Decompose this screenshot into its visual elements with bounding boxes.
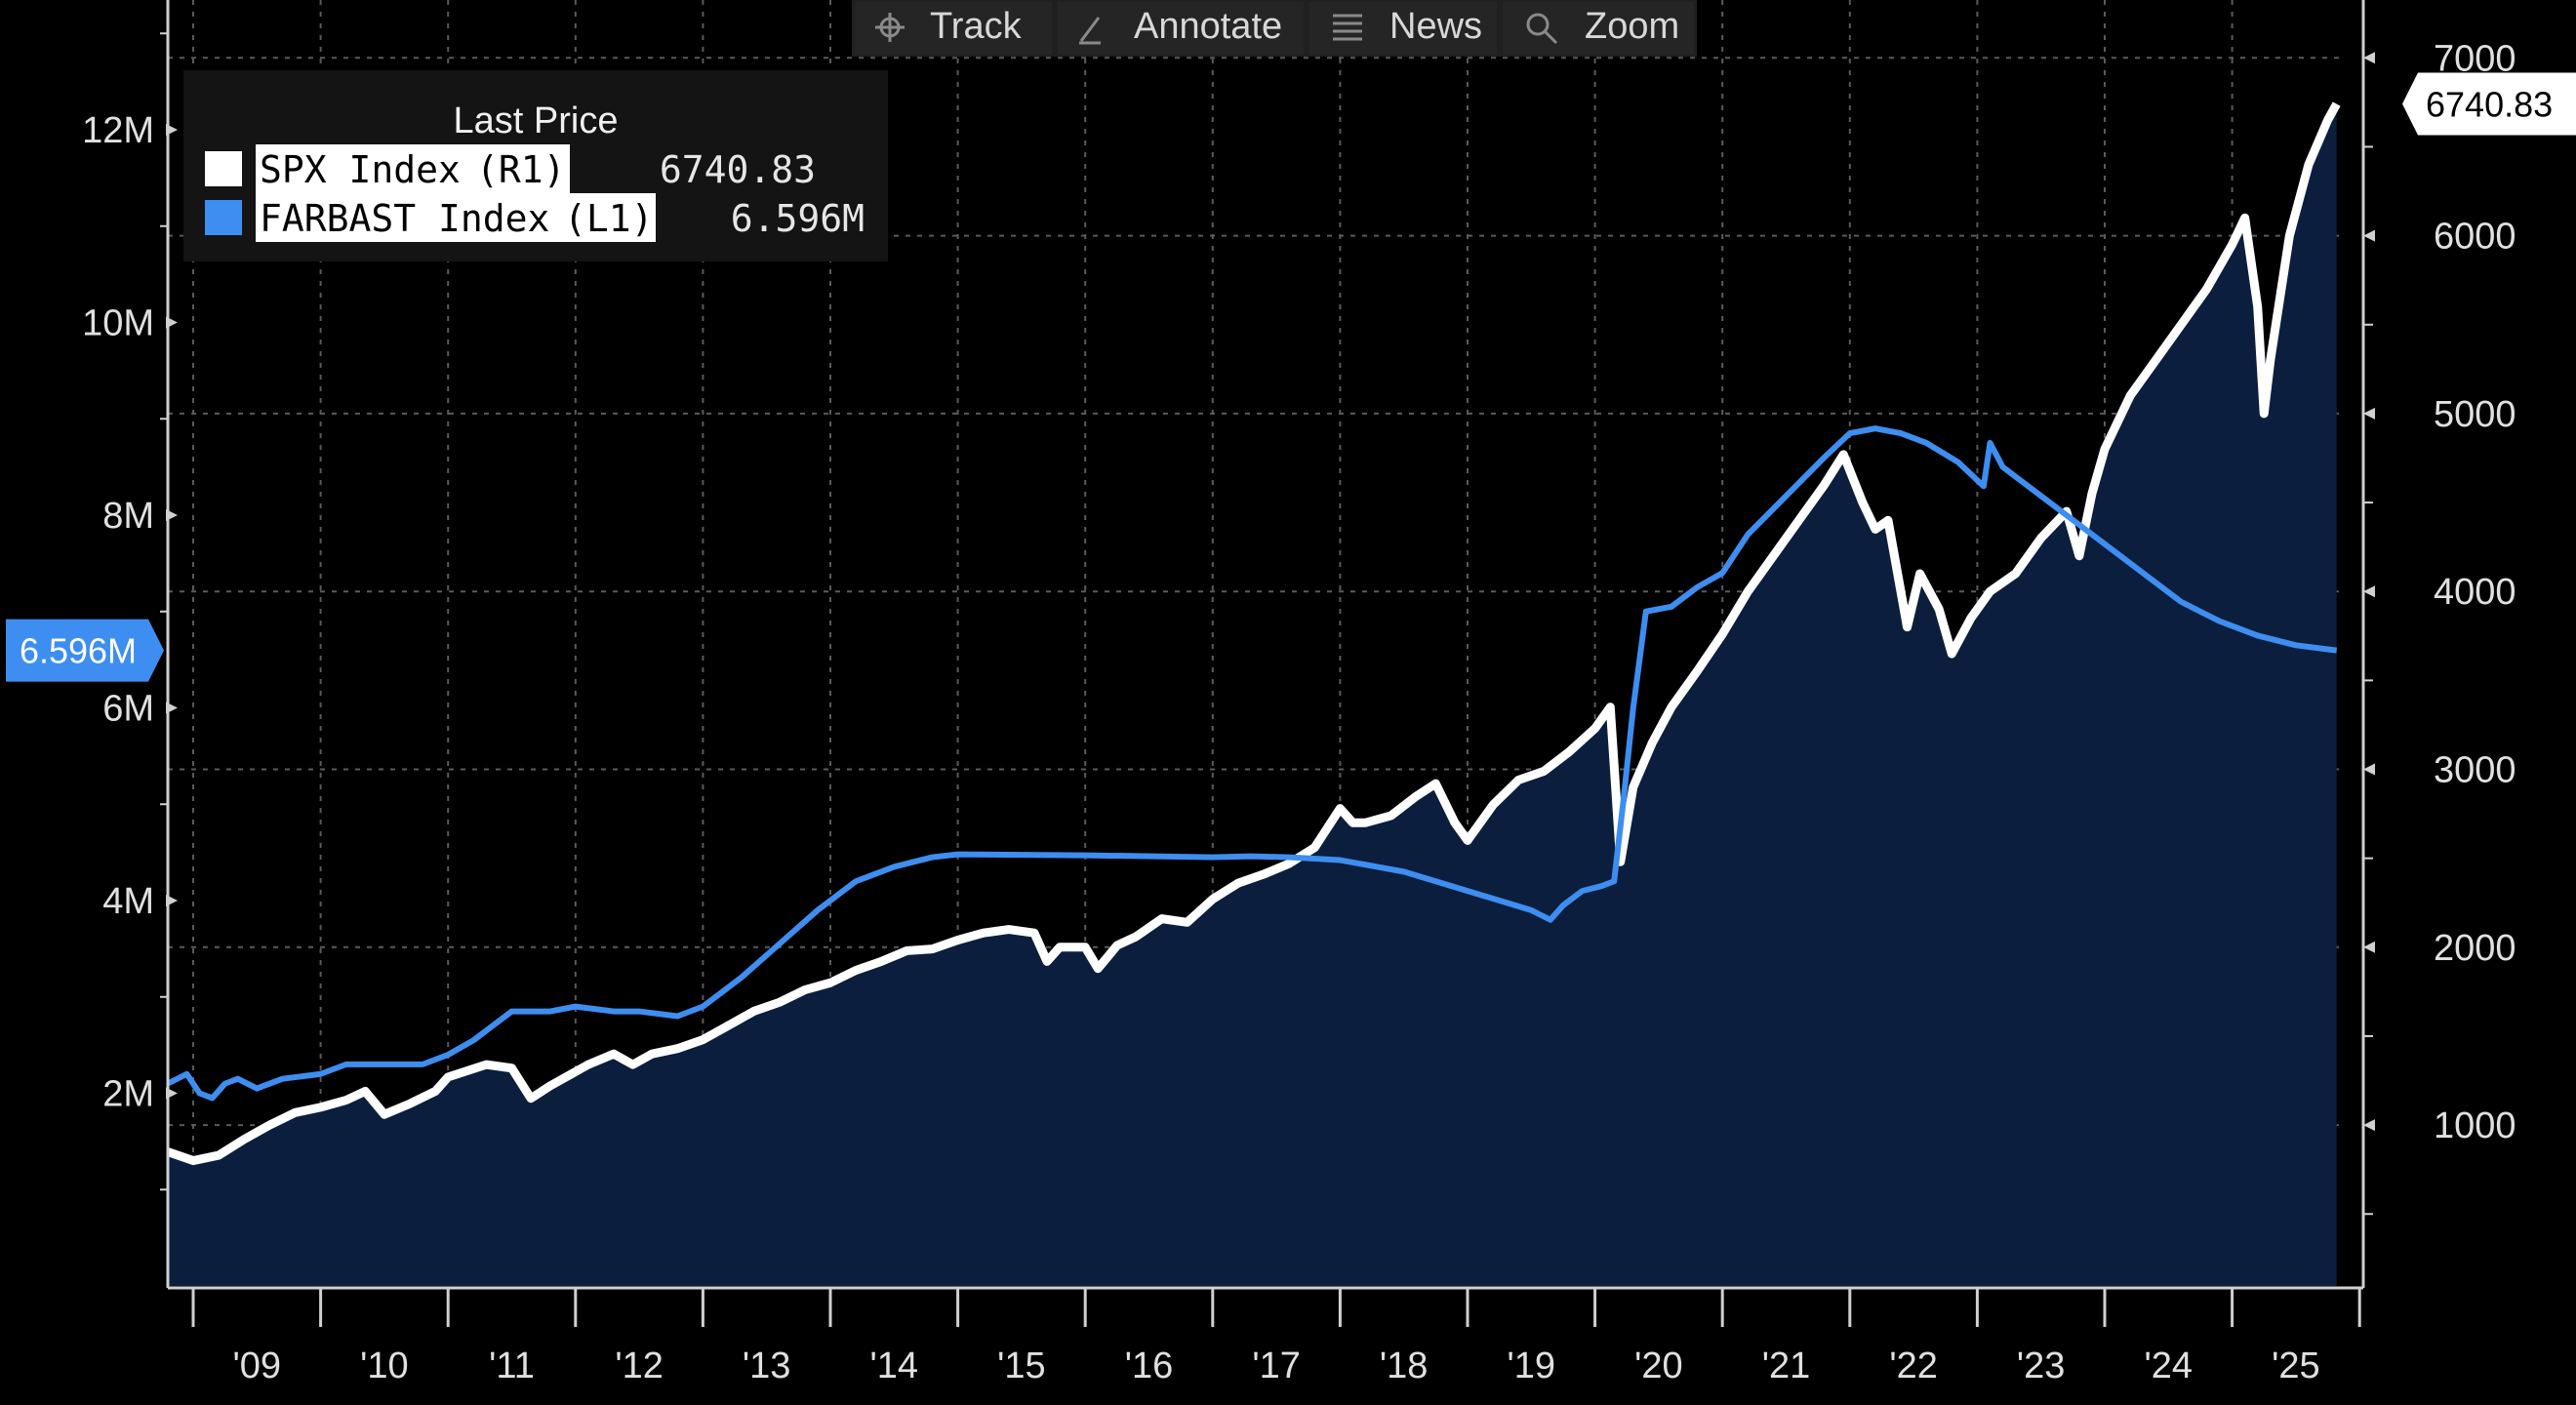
spx-area-fill xyxy=(167,103,2337,1287)
x-tick-label: '15 xyxy=(997,1345,1046,1386)
toolbar: Track Annotate News xyxy=(852,0,1697,57)
spx-series-line[interactable] xyxy=(166,101,2341,1166)
left-tick-label: 2M xyxy=(102,1074,154,1115)
x-tick-label: '12 xyxy=(615,1345,664,1386)
annotate-button-label: Annotate xyxy=(1134,6,1282,47)
left-tick-label: 12M xyxy=(82,110,154,151)
zoom-button[interactable]: Zoom xyxy=(1503,2,1694,55)
legend-axis-farbast: (L1) xyxy=(564,197,654,240)
x-tick-label: '21 xyxy=(1762,1345,1811,1386)
x-tick-label: '16 xyxy=(1125,1345,1174,1386)
left-tick-label: 4M xyxy=(102,881,154,922)
right-tick-label: 7000 xyxy=(2434,38,2516,79)
right-tick-label: 6000 xyxy=(2434,217,2516,258)
farbast-last-value-label: 6.596M xyxy=(20,631,137,671)
legend-swatch-farbast xyxy=(205,200,242,235)
x-tick-label: '09 xyxy=(233,1345,282,1386)
spx-last-value-tag-shape xyxy=(2402,72,2576,136)
left-tick-label: 6M xyxy=(102,689,154,730)
x-tick-label: '22 xyxy=(1889,1345,1938,1386)
right-tick-label: 2000 xyxy=(2434,928,2516,969)
news-icon xyxy=(1333,14,1362,41)
right-tick-label: 5000 xyxy=(2434,394,2516,435)
x-tick-label: '10 xyxy=(360,1345,409,1386)
left-tick-label: 8M xyxy=(102,496,154,537)
left-tick-mark xyxy=(166,1087,178,1100)
x-tick-label: '11 xyxy=(489,1345,535,1386)
annotate-button[interactable]: Annotate xyxy=(1058,2,1304,55)
right-tick-mark xyxy=(2363,763,2375,776)
legend-value-farbast: 6.596M xyxy=(731,197,865,240)
left-tick-mark xyxy=(166,895,178,906)
left-tick-mark xyxy=(166,316,178,329)
left-tick-mark xyxy=(166,509,178,521)
legend-label-spx: SPX Index xyxy=(260,148,461,191)
magnifier-icon xyxy=(1526,13,1558,45)
track-button[interactable]: Track xyxy=(855,2,1052,55)
legend-label-background-farbast xyxy=(256,193,656,242)
x-tick-label: '23 xyxy=(2017,1345,2066,1386)
right-tick-mark xyxy=(2363,407,2375,420)
right-tick-mark xyxy=(2363,585,2375,598)
legend-label-background-spx xyxy=(256,144,570,193)
pen-icon xyxy=(1079,17,1101,45)
news-button[interactable]: News xyxy=(1309,2,1497,55)
right-tick-label: 4000 xyxy=(2434,572,2516,613)
crosshair-icon xyxy=(875,13,905,42)
x-tick-label: '17 xyxy=(1252,1345,1301,1386)
right-tick-mark xyxy=(2363,52,2375,64)
x-tick-label: '14 xyxy=(870,1345,919,1386)
right-tick-label: 3000 xyxy=(2434,750,2516,791)
right-tick-mark xyxy=(2363,941,2375,953)
legend-swatch-spx xyxy=(205,151,242,186)
x-tick-label: '24 xyxy=(2145,1345,2194,1386)
zoom-button-label: Zoom xyxy=(1585,6,1679,47)
x-tick-label: '25 xyxy=(2272,1345,2320,1386)
right-tick-label: 1000 xyxy=(2434,1105,2516,1146)
farbast-last-value-tag-shape xyxy=(6,619,164,682)
spx-last-value-label: 6740.83 xyxy=(2426,85,2553,125)
x-tick-label: '18 xyxy=(1380,1345,1429,1386)
x-tick-label: '19 xyxy=(1508,1345,1556,1386)
left-tick-mark xyxy=(166,702,178,714)
x-tick-label: '13 xyxy=(743,1345,791,1386)
left-tick-label: 10M xyxy=(82,303,154,344)
x-tick-label: '20 xyxy=(1634,1345,1683,1386)
legend-title: Last Price xyxy=(454,100,619,141)
axes: 2M 4M 6M 8M 10M 12M 1000 2000 3000 4000 5000 6000 70… xyxy=(82,0,2516,1386)
legend-item-spx[interactable]: SPX Index (R1) 6740.83 xyxy=(205,144,816,193)
track-button-label: Track xyxy=(930,6,1023,47)
farbast-last-value-tag: 6.596M xyxy=(6,619,164,682)
legend-value-spx: 6740.83 xyxy=(660,148,816,191)
left-tick-mark xyxy=(166,124,178,136)
legend-label-farbast: FARBAST Index xyxy=(260,197,549,240)
right-tick-mark xyxy=(2363,229,2375,242)
legend: Last Price SPX Index (R1) 6740.83 FARBAS… xyxy=(183,70,888,261)
spx-last-value-tag: 6740.83 xyxy=(2402,72,2576,136)
legend-axis-spx: (R1) xyxy=(476,148,566,191)
right-tick-mark xyxy=(2363,1119,2375,1132)
farbast-series-line[interactable] xyxy=(166,425,2338,1102)
news-button-label: News xyxy=(1389,6,1482,47)
legend-item-farbast[interactable]: FARBAST Index (L1) 6.596M xyxy=(205,193,865,242)
